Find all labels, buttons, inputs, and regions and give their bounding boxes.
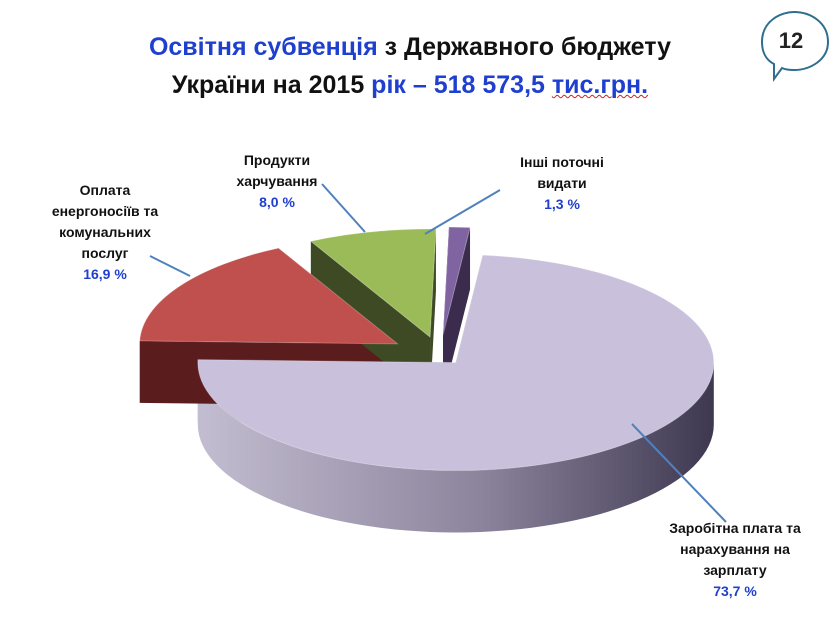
leader-line-salary	[631, 423, 727, 523]
title-line-2: України на 2015 рік – 518 573,5 тис.грн.	[60, 66, 760, 104]
label-other: Інші поточні видати 1,3 %	[492, 152, 632, 215]
label-utilities-line-4: послуг	[81, 245, 129, 261]
label-salary: Заробітна плата та нарахування на зарпла…	[640, 518, 830, 602]
slide-number-badge: 12	[752, 8, 832, 82]
label-other-value: 1,3 %	[544, 196, 580, 212]
label-food-line-2: харчування	[236, 173, 318, 189]
label-food-value: 8,0 %	[259, 194, 295, 210]
label-utilities-line-2: енергоносіїв та	[51, 203, 159, 219]
title-currency: тис.грн.	[551, 71, 649, 99]
pie-slice-tops	[139, 226, 715, 472]
speech-bubble-icon	[760, 10, 830, 82]
label-salary-line-3: зарплату	[703, 562, 767, 578]
label-other-line-2: видати	[537, 175, 587, 191]
pie-slice-salary	[197, 254, 715, 472]
leader-line-utilities	[149, 255, 191, 277]
label-salary-value: 73,7 %	[713, 583, 757, 599]
slide-title: Освітня субвенція з Державного бюджету У…	[60, 28, 760, 104]
pie-slice-other	[442, 226, 471, 336]
label-other-line-1: Інші поточні	[520, 154, 604, 170]
title-subvention: Освітня субвенція	[148, 33, 378, 61]
slice-side-food	[310, 229, 436, 400]
label-utilities-line-1: Оплата	[79, 182, 131, 198]
pie-leader-lines	[149, 183, 727, 523]
slide-number: 12	[778, 28, 804, 53]
leader-line-other	[424, 189, 501, 235]
slice-radial-face-food-1	[430, 229, 436, 400]
label-utilities-value: 16,9 %	[83, 266, 127, 282]
leader-line-food	[321, 183, 366, 233]
title-from-budget: з Державного бюджету	[377, 33, 672, 61]
pie-slice-utilities	[139, 247, 400, 345]
label-utilities-line-3: комунальних	[59, 224, 151, 240]
title-line-1: Освітня субвенція з Державного бюджету	[60, 28, 760, 66]
label-salary-line-2: нарахування на	[680, 541, 790, 557]
title-ukraine: України на 2015	[171, 71, 372, 99]
label-food: Продукти харчування 8,0 %	[212, 150, 342, 213]
slice-radial-face-other-1	[443, 227, 471, 397]
slice-outer-face-salary-0	[197, 362, 714, 533]
label-utilities: Оплата енергоносіїв та комунальних послу…	[30, 180, 180, 285]
label-food-line-1: Продукти	[243, 152, 311, 168]
label-salary-line-1: Заробітна плата та	[669, 520, 801, 536]
title-year-amount: рік – 518 573,5	[371, 71, 552, 99]
slice-radial-face-food-0	[310, 241, 431, 400]
